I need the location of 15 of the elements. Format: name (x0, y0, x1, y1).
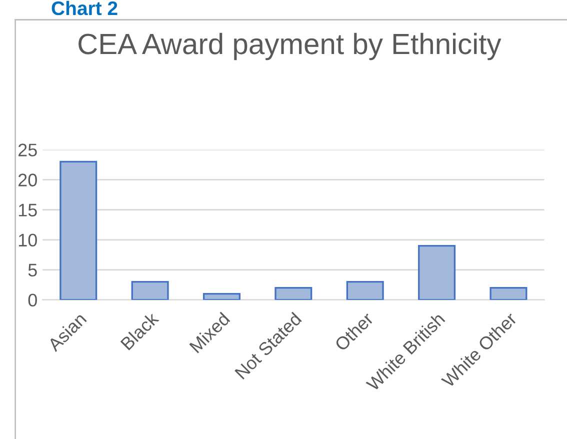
bar (418, 244, 456, 300)
chart-title: CEA Award payment by Ethnicity (78, 32, 502, 60)
bar (490, 286, 528, 300)
bar (60, 160, 98, 300)
y-tick-label: 15 (18, 204, 37, 216)
y-tick-label: 0 (28, 294, 37, 307)
bar (131, 280, 169, 300)
y-tick-label: 10 (18, 234, 37, 246)
y-tick-label: 5 (28, 264, 37, 277)
bar (346, 280, 384, 300)
caption: Chart 2 (52, 0, 118, 16)
y-tick-label: 20 (18, 174, 37, 186)
bar (274, 286, 312, 300)
y-tick-label: 25 (18, 144, 37, 156)
bar (202, 292, 240, 300)
